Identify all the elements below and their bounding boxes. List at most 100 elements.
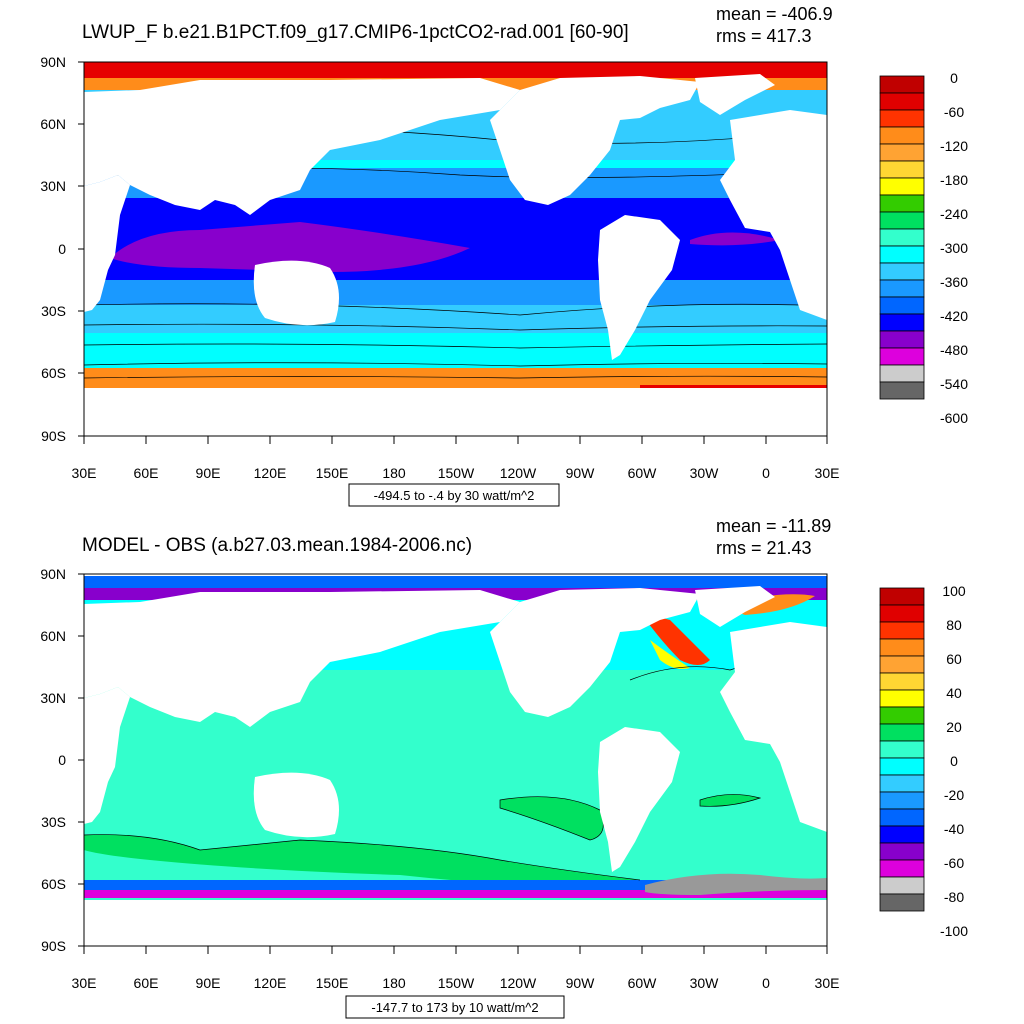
lon-label: 30E (72, 465, 97, 481)
lat-label: 0 (58, 752, 66, 768)
lon-label: 150W (438, 465, 475, 481)
lat-label: 90N (40, 54, 66, 70)
lon-label: 180 (382, 975, 406, 991)
panel-top: LWUP_F b.e21.B1PCT.f09_g17.CMIP6-1pctCO2… (40, 4, 968, 507)
colorbar-swatch (879, 893, 925, 912)
range-box (345, 995, 565, 1019)
colorbar-labels: 0 -60 -120 -180 -240 -300 -360 -420 -480… (940, 70, 968, 426)
colorbar-swatch (879, 774, 925, 793)
lat-label: 90S (41, 428, 66, 444)
lon-label: 90W (566, 975, 596, 991)
atlantic-warm-patch (690, 232, 780, 246)
land-masses (84, 74, 827, 436)
diff-yellow-natlantic (650, 640, 690, 669)
lon-label: 30E (815, 465, 840, 481)
colorbar-swatch (879, 143, 925, 162)
colorbar-swatch (879, 740, 925, 759)
lon-label: 150E (316, 465, 349, 481)
colorbar-label: -180 (940, 172, 968, 188)
rms-label: rms = 21.43 (716, 538, 812, 558)
colorbar (879, 75, 925, 400)
colorbar-label: -40 (944, 821, 964, 837)
colorbar-label: -20 (944, 787, 964, 803)
colorbar-swatch (879, 672, 925, 691)
lon-label: 0 (762, 975, 770, 991)
panel-bottom: MODEL - OBS (a.b27.03.mean.1984-2006.nc)… (40, 516, 968, 1019)
lon-label: 60E (134, 975, 159, 991)
colorbar-swatch (879, 109, 925, 128)
colorbar-swatch (879, 825, 925, 844)
colorbar-swatch (879, 313, 925, 332)
colorbar-swatch (879, 75, 925, 94)
band-arctic-red (84, 62, 827, 78)
colorbar-label: 80 (946, 617, 962, 633)
colorbar-swatch (879, 587, 925, 606)
lon-label: 30W (690, 975, 720, 991)
mean-label: mean = -406.9 (716, 4, 833, 24)
rms-label: rms = 417.3 (716, 26, 812, 46)
colorbar-label: -60 (944, 104, 964, 120)
colorbar-swatch (879, 381, 925, 400)
colorbar-swatch (879, 364, 925, 383)
lon-label: 150E (316, 975, 349, 991)
lat-label: 60S (41, 365, 66, 381)
colorbar-label: -100 (940, 923, 968, 939)
colorbar-labels: 100 80 60 40 20 0 -20 -40 -60 -80 -100 (940, 583, 968, 939)
lat-label: 90N (40, 566, 66, 582)
colorbar-swatch (879, 876, 925, 895)
map-field (84, 574, 827, 946)
lon-label: 30W (690, 465, 720, 481)
land-masses (84, 586, 827, 946)
colorbar-swatch (879, 842, 925, 861)
lat-label: 30N (40, 178, 66, 194)
lat-label: 30S (41, 303, 66, 319)
lon-label: 30E (72, 975, 97, 991)
diff-red-natlantic (640, 612, 710, 665)
lat-label: 30S (41, 814, 66, 830)
panel-title: LWUP_F b.e21.B1PCT.f09_g17.CMIP6-1pctCO2… (82, 22, 629, 43)
lon-label: 60W (628, 975, 658, 991)
colorbar-label: -480 (940, 342, 968, 358)
colorbar-swatch (879, 296, 925, 315)
lon-label: 0 (762, 465, 770, 481)
lon-label: 30E (815, 975, 840, 991)
lon-label: 120W (500, 975, 537, 991)
colorbar-swatch (879, 723, 925, 742)
colorbar-label: -600 (940, 410, 968, 426)
colorbar-label: 20 (946, 719, 962, 735)
colorbar-label: 0 (950, 753, 958, 769)
warm-pool-patch (110, 222, 470, 272)
colorbar-label: -300 (940, 240, 968, 256)
diff-arctic-band (84, 576, 827, 590)
colorbar-label: -240 (940, 206, 968, 222)
colorbar-label: 0 (950, 70, 958, 86)
colorbar-label: 100 (942, 583, 966, 599)
diff-green-patch (500, 796, 604, 840)
lon-label: 120E (254, 975, 287, 991)
band-south-mid (84, 305, 827, 333)
colorbar-label: 60 (946, 651, 962, 667)
lon-axis: 30E 60E 90E 120E 150E 180 150W 120W 90W … (72, 465, 840, 481)
colorbar-swatch (879, 347, 925, 366)
colorbar-swatch (879, 92, 925, 111)
colorbar-swatch (879, 859, 925, 878)
colorbar-label: -80 (944, 889, 964, 905)
colorbar-swatch (879, 757, 925, 776)
colorbar-swatch (879, 655, 925, 674)
colorbar-swatch (879, 689, 925, 708)
colorbar-swatch (879, 228, 925, 247)
colorbar-swatch (879, 211, 925, 230)
colorbar-label: -60 (944, 855, 964, 871)
lon-label: 60E (134, 465, 159, 481)
colorbar-label: 40 (946, 685, 962, 701)
diff-green-atlantic (700, 794, 760, 807)
colorbar-swatch (879, 330, 925, 349)
colorbar-label: -420 (940, 308, 968, 324)
lat-axis: 90N 60N 30N 0 30S 60S 90S (40, 566, 66, 954)
diff-blue-southern (84, 880, 827, 890)
map-field (84, 62, 827, 436)
diff-magenta-southern (84, 890, 827, 898)
colorbar-label: -120 (940, 138, 968, 154)
lon-label: 60W (628, 465, 658, 481)
mean-label: mean = -11.89 (716, 516, 831, 536)
